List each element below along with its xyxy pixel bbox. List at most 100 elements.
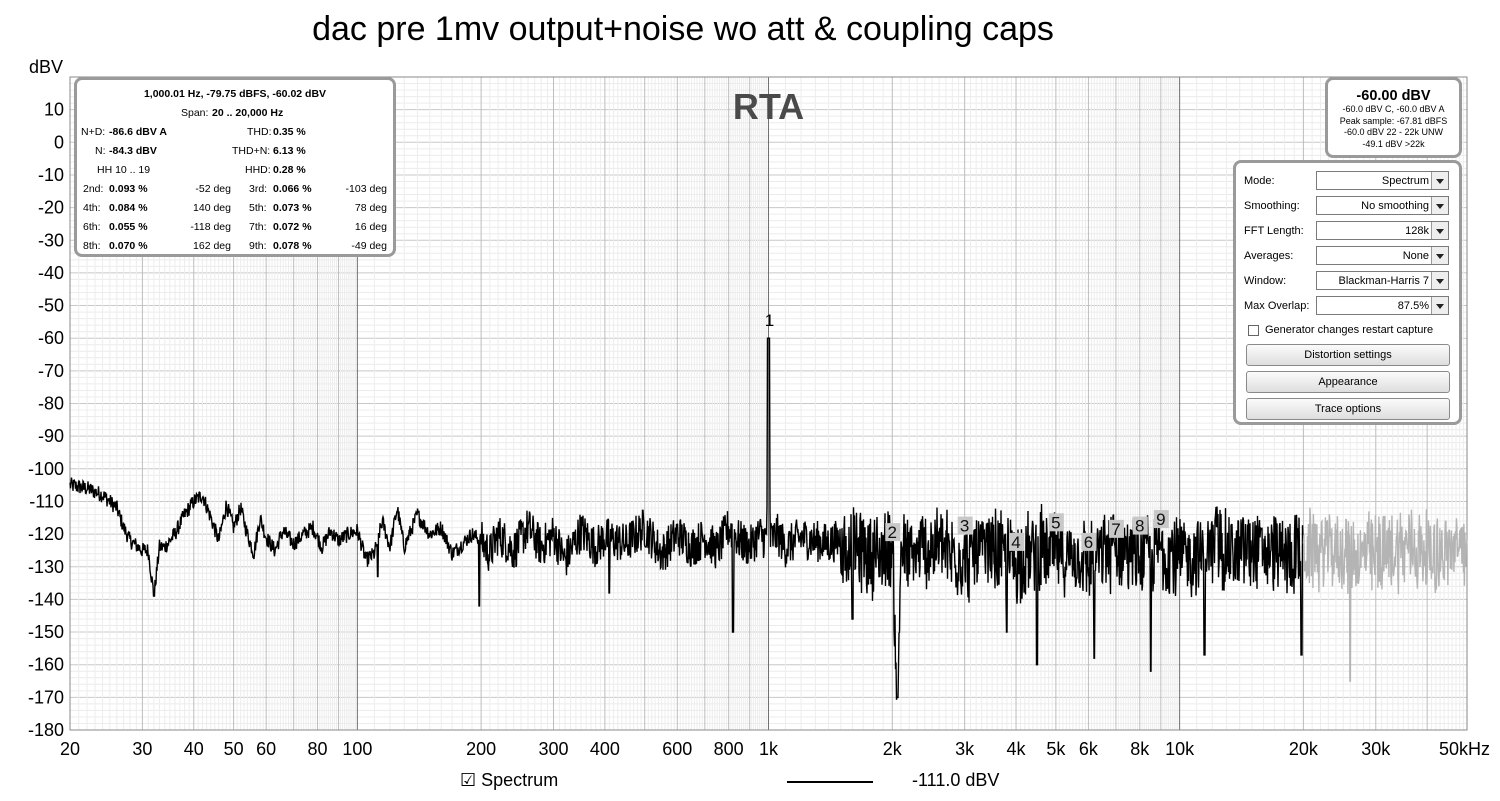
y-tick-label: -50 xyxy=(38,296,64,316)
window-select[interactable]: Blackman-Harris 7 xyxy=(1316,271,1449,290)
harmonic-marker: 8 xyxy=(1132,516,1148,536)
nd-value: -86.6 dBV A xyxy=(109,126,167,138)
x-tick-label: 300 xyxy=(539,739,569,759)
harmonic-marker-bg xyxy=(957,516,973,535)
harmonic-label: 7th: xyxy=(249,221,267,233)
harmonic-label: 5th: xyxy=(249,202,267,214)
harmonic-marker-bg xyxy=(885,523,901,542)
x-tick-label: 10k xyxy=(1165,739,1195,759)
x-tick-label: 80 xyxy=(308,739,328,759)
trace-options-button[interactable]: Trace options xyxy=(1246,398,1450,420)
legend-line-swatch xyxy=(787,781,873,783)
fft-length-row: FFT Length: 128k xyxy=(1244,221,1452,241)
x-tick-label: 4k xyxy=(1007,739,1027,759)
mode-select[interactable]: Spectrum xyxy=(1316,171,1449,190)
y-tick-label: -30 xyxy=(38,230,64,250)
n-label: N: xyxy=(95,145,106,157)
hhd-value: 0.28 % xyxy=(273,164,306,176)
x-tick-label: 8k xyxy=(1130,739,1150,759)
chevron-down-icon[interactable] xyxy=(1431,222,1448,239)
legend-series-label: Spectrum xyxy=(481,770,559,790)
y-tick-label: -70 xyxy=(38,361,64,381)
harmonic-marker-bg xyxy=(1132,516,1148,535)
harmonic-label: 9th: xyxy=(249,240,267,252)
x-tick-label: 200 xyxy=(466,739,496,759)
fft-length-select[interactable]: 128k xyxy=(1316,221,1449,240)
harmonic-value: 0.072 % xyxy=(273,221,312,233)
mode-label: Mode: xyxy=(1244,175,1275,187)
harmonic-value: 0.073 % xyxy=(273,202,312,214)
harmonic-marker-label: 3 xyxy=(960,517,969,536)
y-tick-label: -110 xyxy=(29,491,64,511)
window-row: Window: Blackman-Harris 7 xyxy=(1244,271,1452,291)
harmonic-label: 3rd: xyxy=(249,183,268,195)
window-label: Window: xyxy=(1244,275,1287,287)
distortion-settings-button[interactable]: Distortion settings xyxy=(1246,344,1450,366)
x-tick-label: 50kHz xyxy=(1439,739,1490,759)
harmonic-phase: -103 deg xyxy=(345,183,387,195)
harmonic-marker-label: 6 xyxy=(1084,533,1093,552)
y-tick-label: 10 xyxy=(44,100,64,120)
smoothing-row: Smoothing: No smoothing xyxy=(1244,196,1452,216)
chevron-down-icon[interactable] xyxy=(1431,172,1448,189)
harmonic-marker-label: 4 xyxy=(1011,533,1020,552)
chevron-down-icon[interactable] xyxy=(1431,297,1448,314)
harmonic-marker-label: 5 xyxy=(1051,513,1060,532)
appearance-button[interactable]: Appearance xyxy=(1246,371,1450,393)
harmonic-marker-bg xyxy=(1081,532,1097,551)
chevron-down-icon[interactable] xyxy=(1431,197,1448,214)
spectrum-trace xyxy=(69,337,1304,700)
harmonic-marker-label: 7 xyxy=(1111,520,1120,539)
legend-level-value: -111.0 dBV xyxy=(912,770,1000,790)
smoothing-select[interactable]: No smoothing xyxy=(1316,196,1449,215)
y-tick-label: -10 xyxy=(38,165,64,185)
distortion-stats-panel: 1,000.01 Hz, -79.75 dBFS, -60.02 dBV Spa… xyxy=(74,77,396,257)
chevron-down-icon[interactable] xyxy=(1431,247,1448,264)
generator-restart-row[interactable]: Generator changes restart capture xyxy=(1248,324,1433,336)
x-tick-label: 2k xyxy=(883,739,903,759)
max-overlap-select[interactable]: 87.5% xyxy=(1316,296,1449,315)
harmonic-marker-label: 2 xyxy=(888,523,897,542)
harmonic-marker: 3 xyxy=(957,516,973,536)
plot-frame xyxy=(69,76,1468,731)
harmonic-marker-label: 8 xyxy=(1135,517,1144,536)
chevron-down-icon[interactable] xyxy=(1431,272,1448,289)
harmonic-marker-label: 9 xyxy=(1156,510,1165,529)
harmonic-value: 0.078 % xyxy=(273,240,312,252)
y-tick-label: -180 xyxy=(28,720,64,740)
harmonic-label: 4th: xyxy=(83,202,101,214)
span-value: 20 .. 20,000 Hz xyxy=(212,107,284,119)
generator-restart-label: Generator changes restart capture xyxy=(1265,324,1434,336)
harmonic-label: 6th: xyxy=(83,221,101,233)
averages-label: Averages: xyxy=(1244,250,1294,262)
stats-header: 1,000.01 Hz, -79.75 dBFS, -60.02 dBV xyxy=(143,88,327,100)
harmonic-marker-bg xyxy=(1048,513,1064,532)
harmonic-phase: -52 deg xyxy=(195,183,231,195)
averages-select[interactable]: None xyxy=(1316,246,1449,265)
y-tick-label: -100 xyxy=(28,459,64,479)
x-tick-label: 50 xyxy=(224,739,244,759)
harmonic-label: 8th: xyxy=(83,240,101,252)
legend: ☑ Spectrum xyxy=(460,770,558,791)
fft-length-label: FFT Length: xyxy=(1244,225,1304,237)
harmonic-phase: 16 deg xyxy=(354,221,387,233)
y-tick-label: -140 xyxy=(28,589,64,609)
thdn-value: 6.13 % xyxy=(273,145,306,157)
harmonic-marker: 5 xyxy=(1048,513,1064,532)
x-tick-label: 400 xyxy=(590,739,620,759)
x-tick-label: 6k xyxy=(1079,739,1099,759)
x-tick-label: 60 xyxy=(256,739,276,759)
x-tick-label: 100 xyxy=(342,739,372,759)
harmonic-value: 0.055 % xyxy=(109,221,148,233)
harmonic-marker: 6 xyxy=(1081,532,1097,552)
y-tick-label: -60 xyxy=(38,328,64,348)
generator-restart-checkbox[interactable] xyxy=(1248,324,1259,336)
harmonic-label: 2nd: xyxy=(83,183,104,195)
x-tick-label: 800 xyxy=(714,739,744,759)
x-tick-label: 3k xyxy=(955,739,975,759)
harmonic-phase: -49 deg xyxy=(351,240,387,252)
harmonic-marker-bg xyxy=(1009,532,1025,551)
spectrum-checkbox-icon[interactable]: ☑ xyxy=(460,770,477,790)
harmonic-marker-label: 1 xyxy=(765,311,774,330)
level-line: -60.0 dBV 22 - 22k UNW xyxy=(1343,127,1444,137)
